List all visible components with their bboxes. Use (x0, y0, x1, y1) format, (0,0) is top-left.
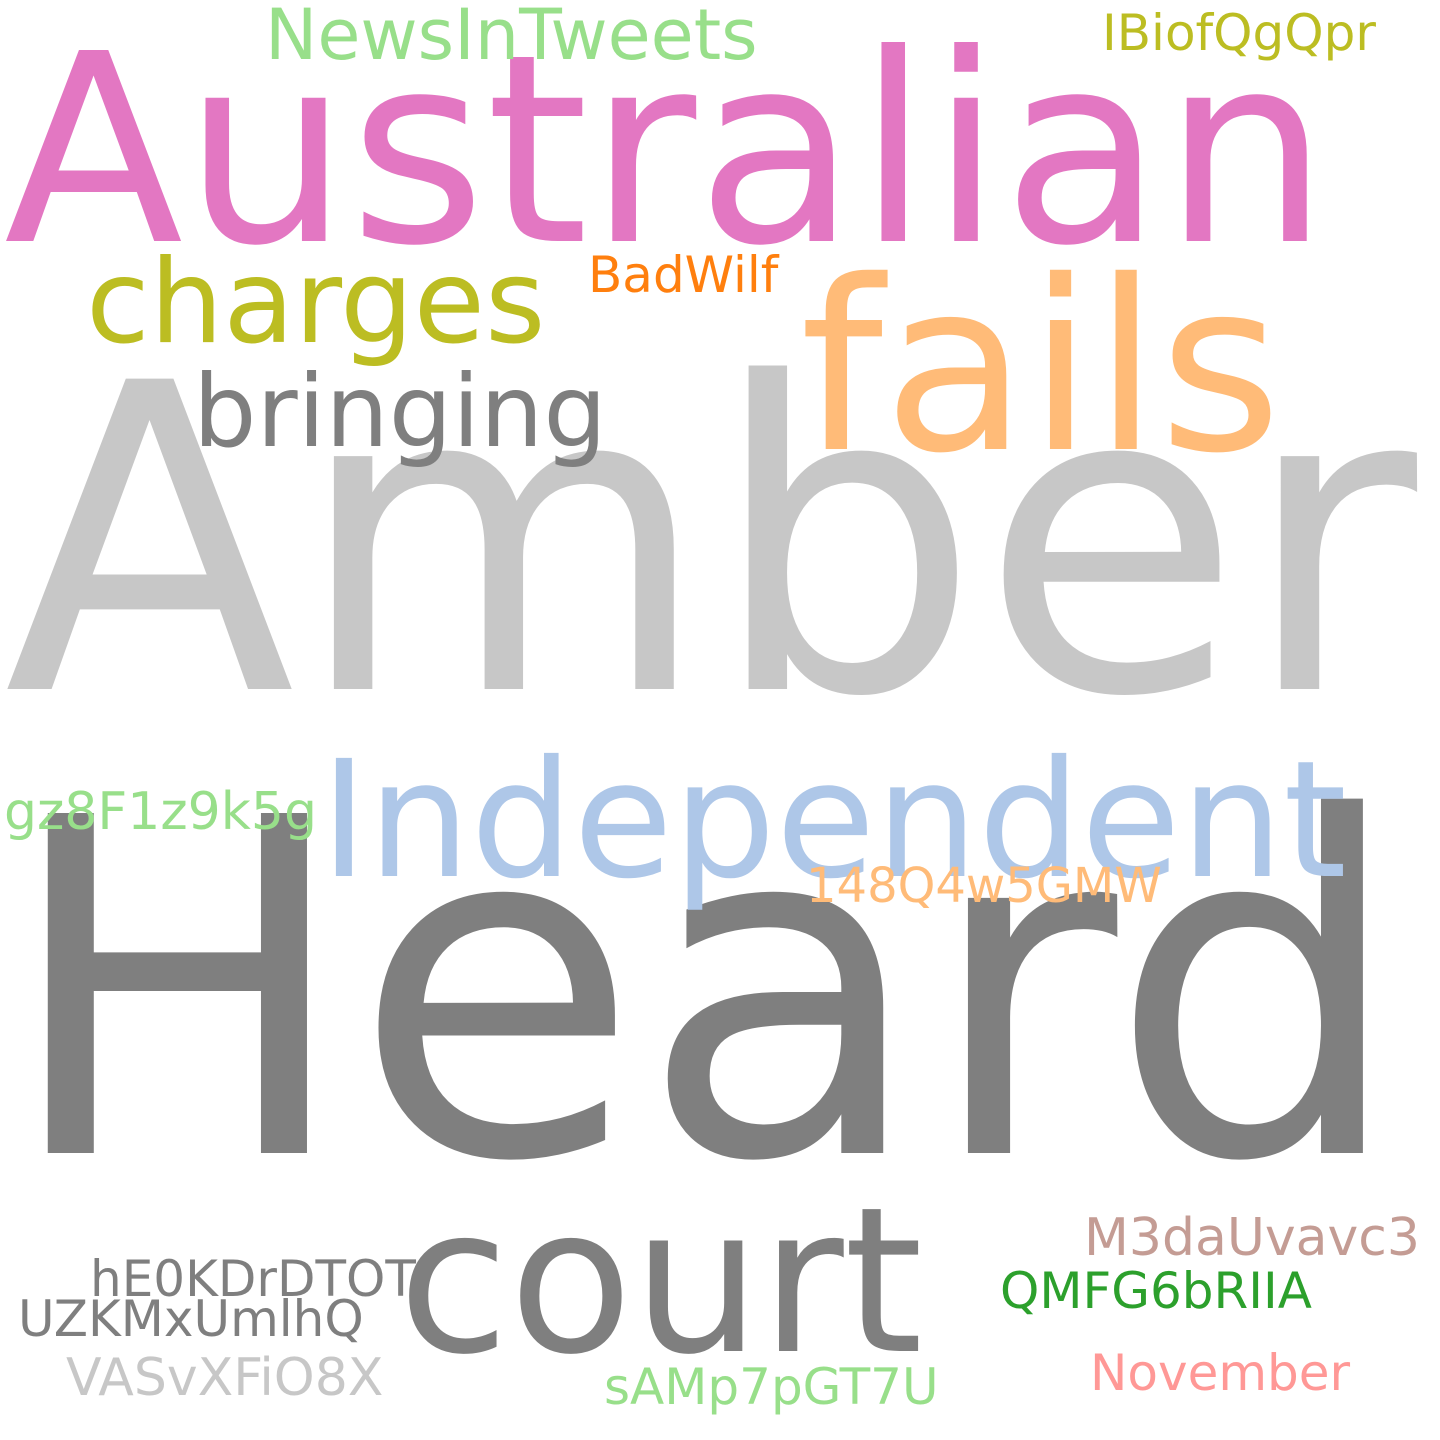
word-he0kdrdtot: hE0KDrDTOT (90, 1250, 416, 1308)
word-gz8f1z9k5g: gz8F1z9k5g (4, 782, 317, 842)
word-amber: Amber (4, 295, 1418, 790)
word-independent: Independent (320, 727, 1347, 915)
word-heard: Heard (2, 721, 1406, 1264)
word-vasvxfio8x: VASvXFiO8X (66, 1348, 384, 1408)
word-ibiofqgqpr: IBiofQgQpr (1102, 4, 1376, 62)
word-148q4w5gmw: 148Q4w5GMW (806, 858, 1162, 914)
word-newsintweets: NewsInTweets (265, 0, 758, 76)
word-qmfg6briia: QMFG6bRIIA (1000, 1262, 1312, 1320)
word-fails: fails (800, 230, 1282, 505)
word-badwilf: BadWilf (588, 246, 779, 304)
word-uzkmxumlhq: UZKMxUmlhQ (18, 1290, 364, 1348)
word-australian: Australian (4, 0, 1329, 303)
word-samp7pgt7u: sAMp7pGT7U (604, 1358, 939, 1416)
word-bringing: bringing (193, 353, 607, 470)
word-charges: charges (86, 235, 546, 370)
word-november: November (1090, 1344, 1351, 1402)
word-m3dauvavc3: M3daUvavc3 (1084, 1208, 1420, 1268)
word-court: court (398, 1163, 923, 1399)
